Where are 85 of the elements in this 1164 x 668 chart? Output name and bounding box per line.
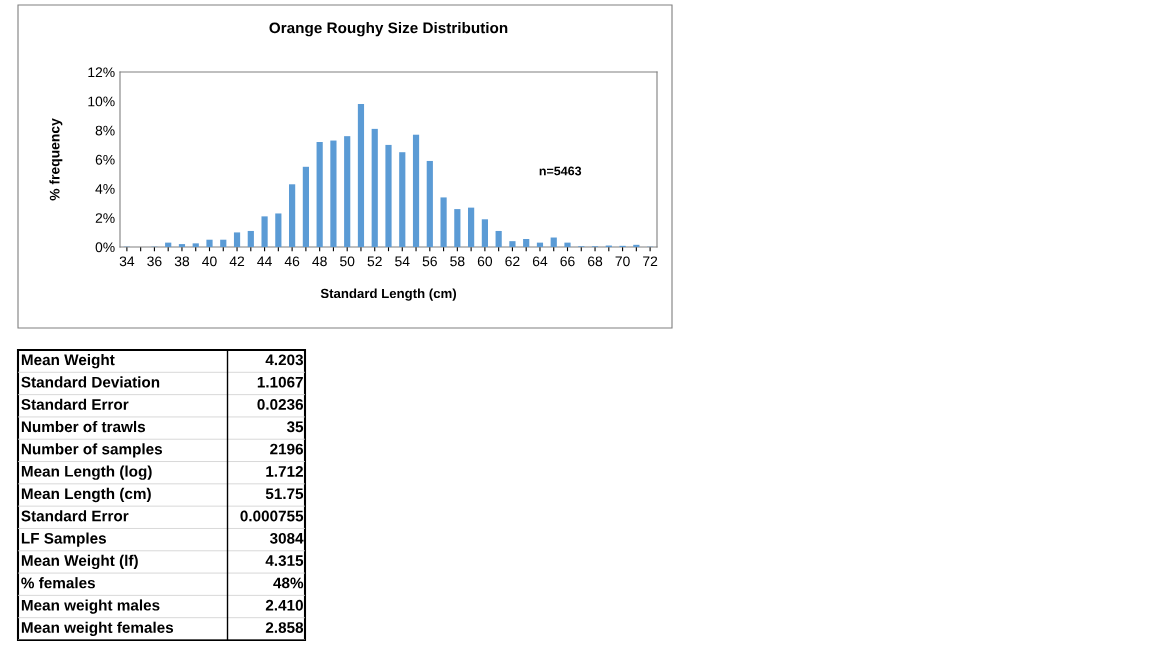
text: 0.000755 <box>240 510 304 522</box>
bar <box>206 239 213 247</box>
bar <box>275 213 282 247</box>
text: Mean Length (log) <box>21 465 152 480</box>
text: 35 <box>286 421 304 433</box>
bar <box>192 243 199 247</box>
text: 4.203 <box>265 354 304 366</box>
bar <box>371 128 378 247</box>
x-tick-label: 50 <box>340 256 355 267</box>
x-tick-label: 56 <box>422 256 437 267</box>
text: 2.858 <box>265 622 304 633</box>
bar <box>468 207 475 247</box>
bar <box>357 104 365 247</box>
x-tick-label: 68 <box>588 256 603 267</box>
text: 1.712 <box>266 465 303 477</box>
text: % females <box>21 577 95 589</box>
bar <box>481 219 488 247</box>
x-axis-title: Standard Length (cm) <box>320 288 457 301</box>
text: Number of trawls <box>21 420 146 433</box>
bar <box>316 142 323 247</box>
x-tick-label: 42 <box>229 256 245 267</box>
bar <box>247 230 254 247</box>
bar <box>509 241 516 247</box>
chart-title: Orange Roughy Size Distribution <box>269 22 508 37</box>
y-tick-label: 0% <box>95 242 115 253</box>
bar <box>220 239 227 247</box>
x-tick-label: 44 <box>257 256 272 267</box>
bar <box>550 237 557 247</box>
text: Standard Error <box>21 398 129 410</box>
text: Mean Weight (lf) <box>21 554 138 570</box>
x-tick-label: 60 <box>477 256 493 267</box>
bar <box>344 136 351 247</box>
y-tick-label: 4% <box>95 184 115 194</box>
x-tick-label: 36 <box>147 256 162 267</box>
text: 4.315 <box>265 555 304 567</box>
text: Mean weight females <box>21 621 174 636</box>
x-tick-label: 54 <box>395 256 410 267</box>
x-tick-label: 38 <box>174 256 190 267</box>
x-tick-label: 40 <box>202 256 217 267</box>
bar <box>330 140 337 247</box>
bar <box>412 134 420 247</box>
bar <box>426 160 433 247</box>
x-tick-label: 46 <box>284 256 300 267</box>
y-tick-label: 2% <box>95 213 115 223</box>
x-tick-label: 66 <box>560 256 575 267</box>
annotation: n=5463 <box>539 166 582 176</box>
text: Standard Deviation <box>21 376 160 388</box>
text: Mean Length (cm) <box>21 487 151 503</box>
text: 2.410 <box>265 599 303 611</box>
text: 2196 <box>270 443 304 455</box>
y-axis-title: % frequency <box>49 118 63 201</box>
x-tick-label: 70 <box>615 256 630 267</box>
bar <box>564 242 571 247</box>
text: Mean weight males <box>21 599 160 614</box>
text: 3084 <box>269 532 304 544</box>
bar <box>233 232 241 247</box>
y-tick-label: 10% <box>88 96 115 107</box>
y-tick-label: 12% <box>88 67 115 78</box>
bar <box>523 238 530 247</box>
x-tick-label: 72 <box>643 256 658 267</box>
bar <box>289 184 296 247</box>
x-tick-label: 48 <box>312 256 327 267</box>
x-tick-label: 52 <box>367 256 382 267</box>
bar <box>178 244 186 247</box>
bar <box>261 216 268 247</box>
y-tick-label: 6% <box>95 154 115 165</box>
text: Mean Weight <box>21 354 115 369</box>
bar <box>302 166 309 247</box>
bar <box>495 230 502 247</box>
x-tick-label: 34 <box>119 256 135 267</box>
y-tick-label: 8% <box>95 125 115 136</box>
bar <box>454 209 461 247</box>
text: 48% <box>273 577 304 589</box>
text: 1.1067 <box>257 376 303 388</box>
text: LF Samples <box>21 532 106 547</box>
x-tick-label: 64 <box>532 256 548 267</box>
text: 51.75 <box>265 488 304 500</box>
text: Number of samples <box>21 443 163 458</box>
x-tick-label: 62 <box>505 256 520 267</box>
bar <box>385 144 392 247</box>
x-tick-label: 58 <box>450 256 465 267</box>
bar <box>399 152 406 247</box>
text: Standard Error <box>21 510 129 522</box>
bar <box>440 197 447 247</box>
text: 0.0236 <box>257 399 304 410</box>
